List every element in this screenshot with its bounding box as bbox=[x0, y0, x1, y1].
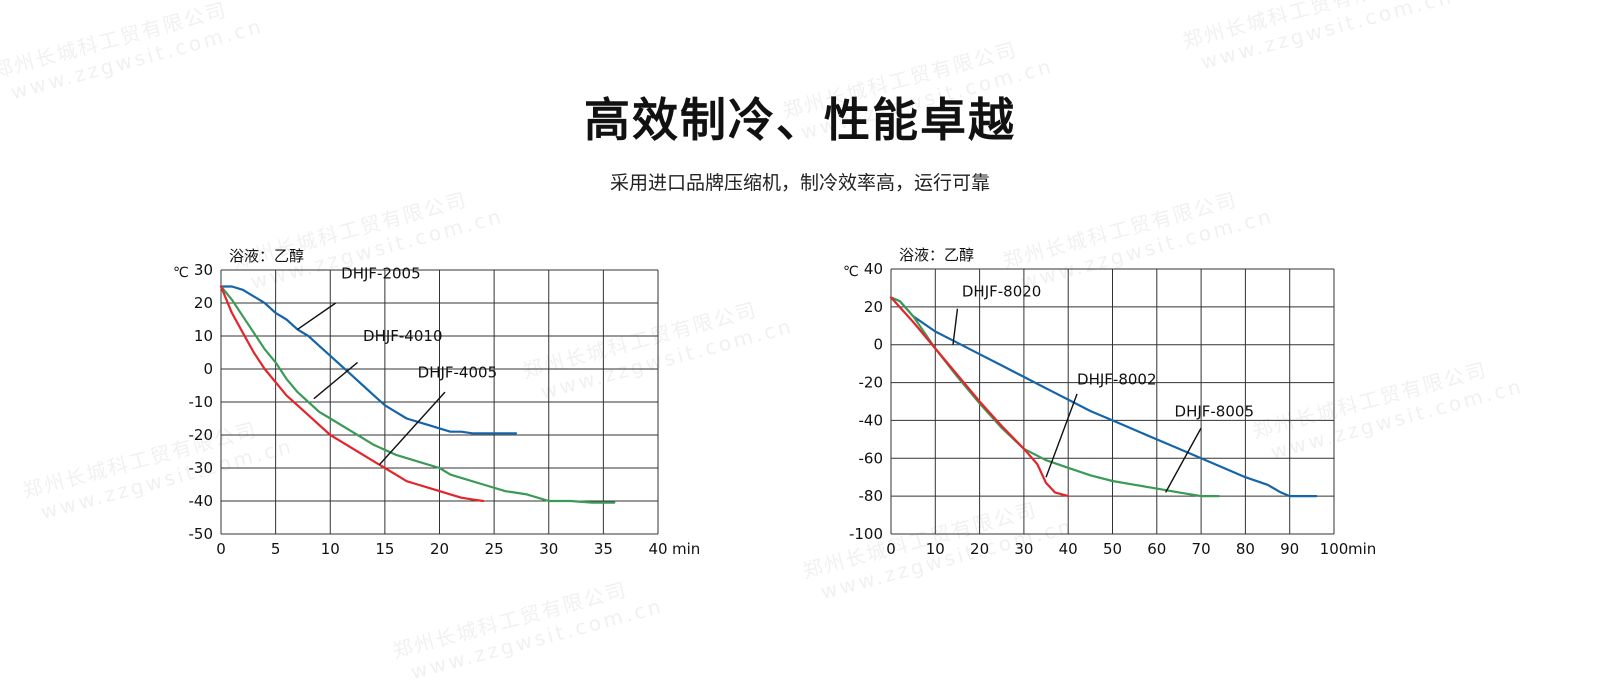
grid bbox=[890, 268, 1335, 535]
y-tick-label: -20 bbox=[189, 426, 214, 444]
watermark-stamp: 郑州长城科工贸有限公司 www.zzgwsit.com.cn bbox=[1180, 0, 1456, 78]
callout-line bbox=[1165, 427, 1202, 493]
watermark-company: 郑州长城科工贸有限公司 bbox=[390, 577, 630, 664]
x-tick-label: 25 bbox=[485, 540, 504, 558]
x-tick-label: 10 bbox=[926, 540, 945, 558]
x-tick-label: 0 bbox=[216, 540, 226, 558]
x-tick-label: 70 bbox=[1192, 540, 1211, 558]
y-axis-label: ℃ bbox=[173, 265, 189, 281]
x-tick-label: 20 bbox=[430, 540, 449, 558]
y-tick-label: 0 bbox=[873, 336, 883, 354]
y-tick-label: -30 bbox=[189, 459, 214, 477]
x-tick-label: 10 bbox=[321, 540, 340, 558]
y-tick-label: -80 bbox=[859, 487, 884, 505]
page-title: 高效制冷、性能卓越 bbox=[584, 93, 1016, 147]
y-tick-label: 20 bbox=[864, 298, 883, 316]
x-tick-label: 80 bbox=[1236, 540, 1255, 558]
watermark-company: 郑州长城科工贸有限公司 bbox=[0, 0, 230, 84]
watermark-url: www.zzgwsit.com.cn bbox=[1198, 0, 1456, 75]
callout-line bbox=[1045, 393, 1078, 478]
callout-line bbox=[952, 308, 959, 345]
x-tick-label: 20 bbox=[970, 540, 989, 558]
series-label: DHJF-4010 bbox=[363, 327, 442, 345]
x-tick-label: 0 bbox=[886, 540, 896, 558]
x-tick-label: 5 bbox=[271, 540, 281, 558]
series-label: DHJF-4005 bbox=[418, 363, 497, 381]
y-tick-label: -20 bbox=[859, 374, 884, 392]
y-tick-label: 0 bbox=[203, 360, 213, 378]
series-label: DHJF-8002 bbox=[1077, 370, 1156, 388]
x-tick-label: 90 bbox=[1280, 540, 1299, 558]
cooling-chart-left: 0 5 10 15 20 25 30 35 40 30 20 10 0 -10 -20 -30 -40 -50 ℃ m… bbox=[173, 247, 700, 558]
y-tick-label: -40 bbox=[189, 492, 214, 510]
y-tick-label: 30 bbox=[194, 261, 213, 279]
x-tick-label: 30 bbox=[539, 540, 558, 558]
x-tick-label: 60 bbox=[1147, 540, 1166, 558]
callout-line bbox=[297, 302, 337, 330]
x-tick-label: 50 bbox=[1103, 540, 1122, 558]
y-tick-label: -50 bbox=[189, 525, 214, 543]
series-line bbox=[889, 296, 1318, 498]
y-tick-label: -100 bbox=[849, 525, 883, 543]
series-line bbox=[219, 285, 518, 435]
cooling-chart-right: 0 10 20 30 40 50 60 70 80 90 100 40 20 0 -20 -40 -60 -80 -… bbox=[843, 246, 1376, 558]
y-tick-label: 20 bbox=[194, 294, 213, 312]
x-tick-label: 35 bbox=[594, 540, 613, 558]
y-tick-label: 40 bbox=[864, 260, 883, 278]
callout-line bbox=[378, 391, 446, 466]
x-tick-label: 40 bbox=[648, 540, 667, 558]
chart-annotation: 浴液：乙醇 bbox=[229, 247, 304, 265]
y-tick-label: -60 bbox=[859, 449, 884, 467]
series-label: DHJF-2005 bbox=[341, 264, 420, 282]
series-label: DHJF-8005 bbox=[1175, 403, 1254, 421]
series-line bbox=[219, 285, 485, 503]
watermark-url: www.zzgwsit.com.cn bbox=[408, 593, 666, 685]
series-line bbox=[889, 296, 1070, 498]
series-line bbox=[889, 296, 1220, 498]
x-tick-label: 30 bbox=[1014, 540, 1033, 558]
x-tick-label: 100 bbox=[1320, 540, 1349, 558]
watermark-company: 郑州长城科工贸有限公司 bbox=[1180, 0, 1420, 54]
x-axis-label: min bbox=[672, 540, 700, 558]
series-label: DHJF-8020 bbox=[962, 282, 1041, 300]
chart-annotation: 浴液：乙醇 bbox=[899, 246, 974, 264]
y-tick-label: -40 bbox=[859, 411, 884, 429]
x-axis-label: min bbox=[1348, 540, 1376, 558]
x-tick-label: 40 bbox=[1059, 540, 1078, 558]
callout-line bbox=[313, 361, 359, 400]
y-tick-label: -10 bbox=[189, 393, 214, 411]
y-axis-label: ℃ bbox=[843, 264, 859, 280]
series-line bbox=[219, 285, 616, 504]
x-tick-label: 15 bbox=[375, 540, 394, 558]
watermark-stamp: 郑州长城科工贸有限公司 www.zzgwsit.com.cn bbox=[390, 569, 666, 688]
y-tick-label: 10 bbox=[194, 327, 213, 345]
grid bbox=[220, 269, 659, 535]
page-subtitle: 采用进口品牌压缩机，制冷效率高，运行可靠 bbox=[609, 172, 990, 194]
